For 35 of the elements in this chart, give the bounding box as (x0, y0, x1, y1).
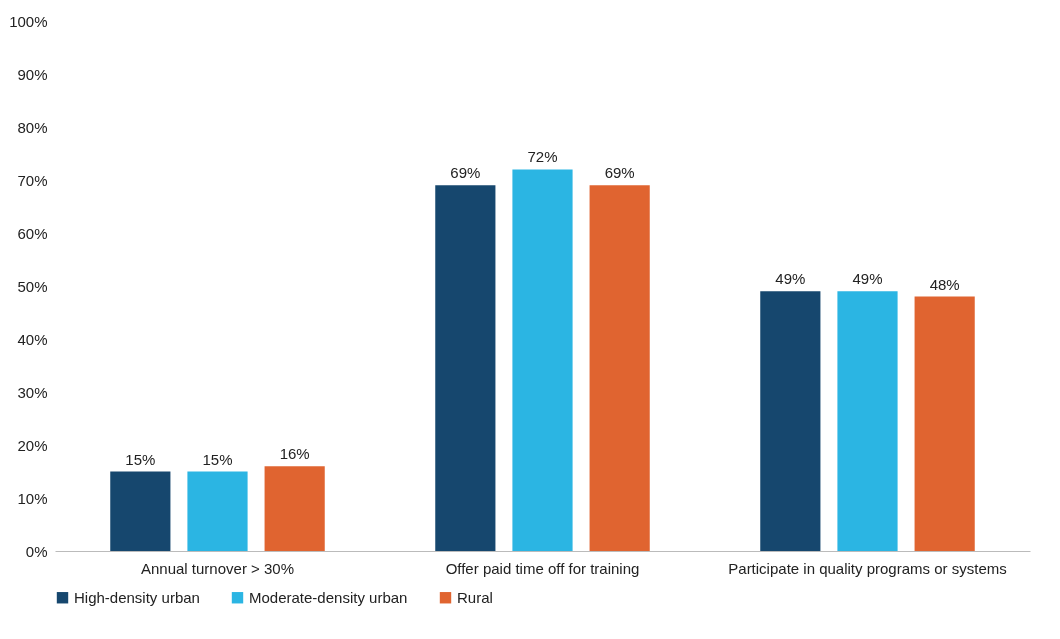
y-tick-label: 100% (9, 12, 48, 30)
data-label: 49% (852, 270, 883, 288)
y-tick-label: 50% (17, 277, 48, 295)
y-tick-label: 30% (17, 383, 48, 401)
x-tick-label: Offer paid time off for training (445, 559, 640, 577)
data-label: 15% (125, 450, 156, 468)
data-label: 69% (450, 164, 481, 182)
bar (110, 471, 171, 551)
legend-label: Rural (457, 588, 493, 606)
legend-label: Moderate-density urban (249, 588, 408, 606)
y-tick-label: 40% (17, 330, 48, 348)
bar (264, 466, 325, 551)
y-tick-label: 10% (17, 489, 48, 507)
data-label: 15% (202, 450, 233, 468)
bar (435, 185, 496, 551)
data-label: 48% (929, 275, 960, 293)
x-tick-label: Participate in quality programs or systems (728, 559, 1007, 577)
data-label: 72% (527, 148, 558, 166)
y-tick-label: 70% (17, 171, 48, 189)
x-tick-label: Annual turnover > 30% (140, 559, 295, 577)
y-tick-label: 60% (17, 224, 48, 242)
bar (914, 296, 975, 551)
y-tick-label: 20% (17, 436, 48, 454)
legend-label: High-density urban (74, 588, 200, 606)
bar (837, 291, 898, 551)
bar (760, 291, 821, 551)
data-label: 69% (604, 164, 635, 182)
bar (512, 169, 573, 551)
bar (187, 471, 248, 551)
y-tick-label: 0% (25, 542, 48, 560)
bar (589, 185, 650, 551)
y-tick-label: 90% (17, 65, 48, 83)
data-label: 16% (279, 445, 310, 463)
y-tick-label: 80% (17, 118, 48, 136)
data-label: 49% (775, 270, 806, 288)
